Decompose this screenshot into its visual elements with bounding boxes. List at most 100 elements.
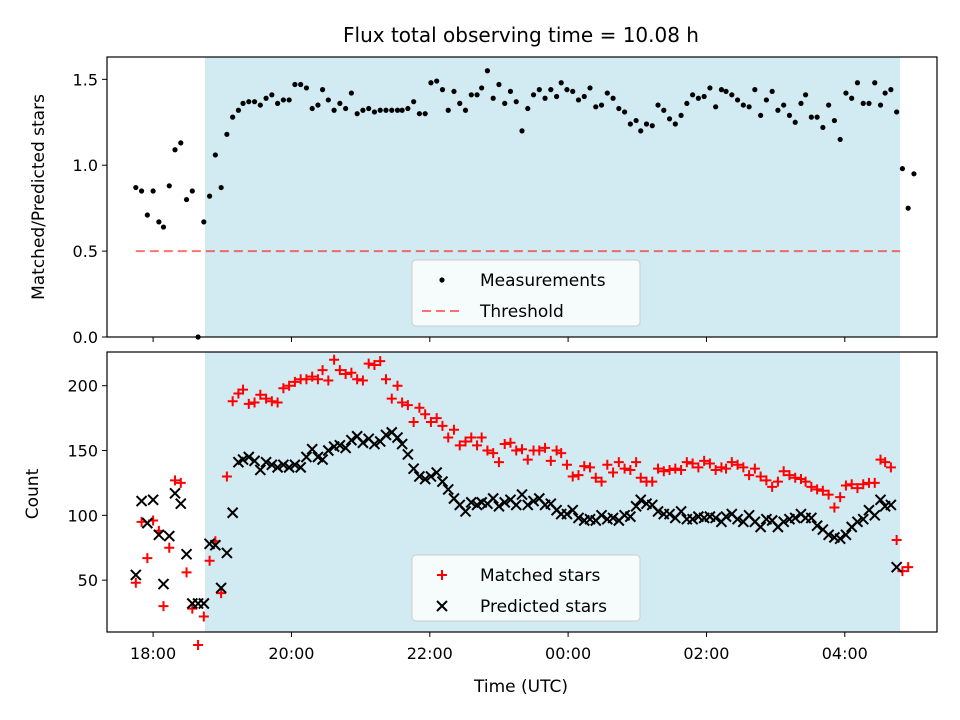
measurement-point <box>343 105 349 112</box>
matched-star-point <box>806 481 817 492</box>
matched-star-point <box>431 413 442 424</box>
x-tick-label: 20:00 <box>268 644 314 663</box>
matched-star-point <box>505 437 516 448</box>
measurement-point <box>189 188 195 194</box>
matched-star-point <box>142 553 153 564</box>
measurement-point <box>212 152 218 158</box>
matched-star-point <box>238 384 249 395</box>
legend-box <box>411 554 641 622</box>
predicted-star-point <box>306 443 318 455</box>
measurement-point <box>877 102 884 108</box>
predicted-star-point <box>709 512 722 524</box>
matched-star-point <box>352 374 363 385</box>
legend-label: Matched stars <box>480 566 600 586</box>
matched-star-point <box>869 477 880 488</box>
matched-star-point <box>317 365 328 376</box>
measurement-point <box>666 116 673 122</box>
predicted-star-point <box>163 530 175 542</box>
predicted-star-point <box>572 512 585 524</box>
matched-star-point <box>216 588 227 599</box>
measurement-point <box>422 111 428 117</box>
predicted-star-point <box>175 497 187 510</box>
measurement-point <box>502 100 508 106</box>
predicted-star-point <box>419 473 431 485</box>
predicted-star-point <box>254 464 267 476</box>
measurement-point <box>854 80 861 86</box>
matched-star-point <box>346 367 357 378</box>
measurement-point <box>525 105 531 112</box>
measurement-point <box>826 102 832 108</box>
matched-star-point <box>448 424 459 435</box>
matched-star-point <box>249 397 260 408</box>
measurement-point <box>604 90 610 96</box>
predicted-star-point <box>663 508 676 520</box>
matched-star-point <box>375 356 386 367</box>
predicted-star-point <box>731 513 744 525</box>
matched-star-point <box>414 402 425 413</box>
matched-star-point <box>334 365 345 376</box>
matched-star-point <box>170 475 181 486</box>
matched-star-point <box>517 444 527 455</box>
matched-star-point <box>392 380 403 391</box>
predicted-star-point <box>226 507 239 519</box>
matched-star-point <box>817 485 828 496</box>
measurement-point <box>905 205 911 211</box>
matched-star-point <box>329 354 340 365</box>
predicted-star-point <box>624 510 637 523</box>
matched-star-point <box>357 375 368 386</box>
count-panel: 18:00 20:00 22:00 00:00 02:00 04:00 50 100 150 20… <box>67 351 938 663</box>
predicted-star-point <box>407 462 420 475</box>
matched-star-point <box>443 432 454 443</box>
measurement-point <box>474 92 480 98</box>
measurement-point <box>899 166 906 172</box>
predicted-star-point <box>465 496 477 509</box>
predicted-star-point <box>380 429 392 441</box>
measurement-point <box>769 88 775 94</box>
predicted-star-point <box>425 470 437 483</box>
measurement-point <box>882 90 888 96</box>
predicted-star-point <box>266 459 278 471</box>
measurement-point <box>548 87 554 93</box>
matched-star-point <box>664 464 675 475</box>
measurement-point <box>496 81 502 88</box>
measurement-point <box>366 105 372 112</box>
predicted-star-point <box>675 505 687 518</box>
matched-star-point <box>687 458 698 469</box>
matched-star-point <box>590 472 601 483</box>
predicted-star-point <box>209 539 222 551</box>
matched-star-point <box>840 480 851 491</box>
matched-star-point <box>772 476 783 487</box>
bottom-y-axis-label: Count <box>23 468 43 519</box>
measurement-point <box>411 99 417 105</box>
predicted-star-point <box>493 500 505 512</box>
measurement-point <box>775 107 781 113</box>
predicted-star-point <box>221 547 233 559</box>
measurement-point <box>843 90 849 96</box>
matched-star-point <box>289 376 300 387</box>
matched-star-point <box>829 502 840 513</box>
matched-star-point <box>261 393 272 404</box>
measurement-point <box>428 80 434 86</box>
predicted-star-point <box>157 578 170 590</box>
matched-star-point <box>812 484 823 495</box>
matched-star-point <box>272 397 283 408</box>
predicted-star-point <box>130 569 142 581</box>
measurement-point <box>319 87 326 93</box>
matched-star-point <box>266 396 277 407</box>
matched-star-point <box>243 398 254 409</box>
predicted-star-point <box>851 516 864 528</box>
measurement-point <box>394 107 401 113</box>
measurement-point <box>292 81 298 88</box>
predicted-star-point <box>294 461 307 474</box>
matched-star-point <box>437 420 448 431</box>
predicted-star-point <box>153 529 165 541</box>
legend: Matched stars Predicted stars <box>411 554 641 622</box>
measurement-point <box>610 95 616 101</box>
measurement-point <box>802 92 809 98</box>
matched-star-point <box>158 601 169 612</box>
x-tick-label: 18:00 <box>130 644 176 663</box>
measurement-point <box>490 95 496 101</box>
measurement-point <box>230 114 236 120</box>
measurement-point <box>911 171 917 177</box>
chart-title: Flux total observing time = 10.08 h <box>343 23 699 47</box>
